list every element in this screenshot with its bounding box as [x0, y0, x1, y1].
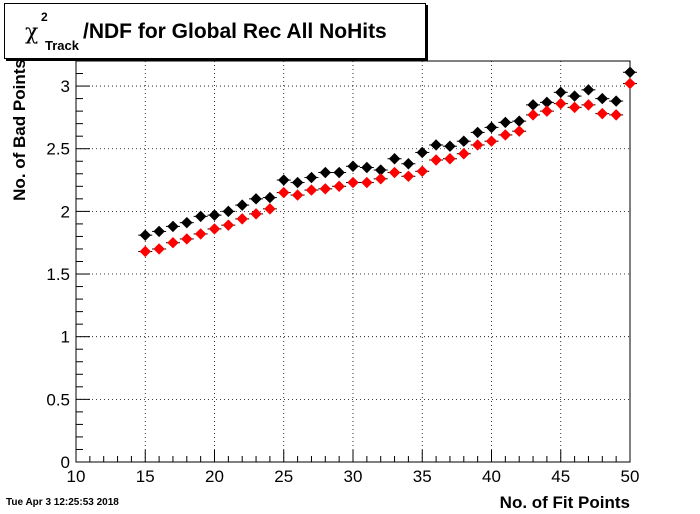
x-tick-label: 20 [205, 467, 224, 486]
data-point [568, 101, 581, 114]
y-tick-label: 1 [61, 328, 70, 347]
y-tick-label: 2.5 [46, 140, 70, 159]
data-point [388, 153, 401, 165]
data-point [361, 176, 373, 189]
data-point [153, 225, 165, 238]
x-tick-label: 40 [482, 467, 501, 486]
x-tick-label: 25 [274, 467, 293, 486]
datestamp: Tue Apr 3 12:25:53 2018 [6, 497, 119, 508]
data-point [361, 161, 373, 174]
data-point [541, 105, 553, 117]
data-point [444, 140, 456, 152]
data-point [250, 208, 262, 220]
data-point [555, 86, 567, 99]
data-point [402, 158, 415, 170]
data-point [222, 205, 235, 218]
data-point [430, 154, 442, 166]
data-point [139, 245, 151, 258]
y-tick-label: 0.5 [46, 390, 70, 409]
data-point [527, 109, 539, 121]
data-point [430, 139, 442, 151]
y-tick-label: 2 [61, 202, 70, 221]
data-point [485, 121, 498, 134]
data-point [181, 233, 193, 245]
data-point [416, 146, 428, 159]
data-point [471, 126, 484, 139]
x-tick-label: 30 [344, 467, 363, 486]
x-tick-label: 10 [67, 467, 86, 486]
data-point [471, 139, 484, 151]
data-point [513, 115, 525, 127]
data-point [278, 186, 290, 199]
data-point [208, 209, 221, 221]
data-point [444, 153, 456, 165]
data-point [416, 165, 428, 177]
data-point [264, 203, 276, 215]
data-point [194, 228, 207, 240]
y-axis-label: No. of Bad Points [10, 59, 29, 201]
data-point [291, 176, 304, 189]
data-point [167, 220, 179, 233]
data-point [596, 92, 609, 105]
data-point [305, 184, 318, 196]
data-point [250, 193, 262, 205]
title-superscript: 2 [41, 10, 48, 24]
data-point [153, 243, 165, 255]
data-point [402, 170, 415, 182]
data-point [347, 160, 359, 172]
data-markers [138, 66, 637, 258]
x-tick-label: 15 [136, 467, 155, 486]
data-point [194, 210, 207, 223]
axes [75, 60, 631, 463]
chart-title: χ 2 Track /NDF for Global Rec All NoHits [4, 3, 426, 59]
data-point [319, 183, 332, 195]
data-point [333, 166, 345, 179]
data-point [610, 95, 622, 107]
y-tick-label: 0 [61, 453, 70, 472]
data-point [222, 219, 235, 231]
data-point [610, 109, 622, 121]
title-chi-symbol: χ [25, 20, 39, 45]
data-point [278, 174, 290, 186]
x-tick-label: 50 [621, 467, 640, 486]
data-point [333, 180, 345, 193]
grid-lines [76, 61, 630, 462]
data-point [236, 213, 248, 225]
data-point [527, 99, 539, 111]
title-text: /NDF for Global Rec All NoHits [83, 20, 387, 43]
y-tick-label: 3 [61, 77, 70, 96]
data-point [499, 116, 512, 129]
data-point [513, 125, 525, 137]
data-point [624, 77, 636, 90]
data-point [458, 135, 470, 147]
data-point [388, 166, 401, 179]
data-point [305, 171, 318, 184]
data-point [596, 107, 609, 120]
x-tick-label: 35 [413, 467, 432, 486]
data-point [499, 129, 512, 141]
y-tick-label: 1.5 [46, 265, 70, 284]
data-point [181, 216, 193, 229]
data-point [319, 166, 332, 179]
title-subscript: Track [45, 38, 79, 53]
data-point [374, 173, 387, 185]
data-point [264, 191, 276, 204]
x-tick-label: 45 [551, 467, 570, 486]
tick-labels: 10 15 20 25 30 35 40 45 50 0 0.5 1 1.5 2 2.5 3 [46, 77, 639, 486]
data-point [139, 229, 151, 241]
data-point [624, 66, 636, 78]
data-point [458, 148, 470, 160]
data-point [582, 99, 595, 111]
data-point [167, 236, 179, 249]
data-point [291, 189, 304, 201]
data-point [555, 97, 567, 110]
data-point [208, 223, 221, 235]
data-point [485, 135, 498, 147]
data-point [582, 84, 595, 96]
data-point [347, 176, 359, 189]
x-axis-label: No. of Fit Points [499, 493, 630, 512]
data-point [236, 199, 248, 211]
data-point [568, 90, 581, 102]
